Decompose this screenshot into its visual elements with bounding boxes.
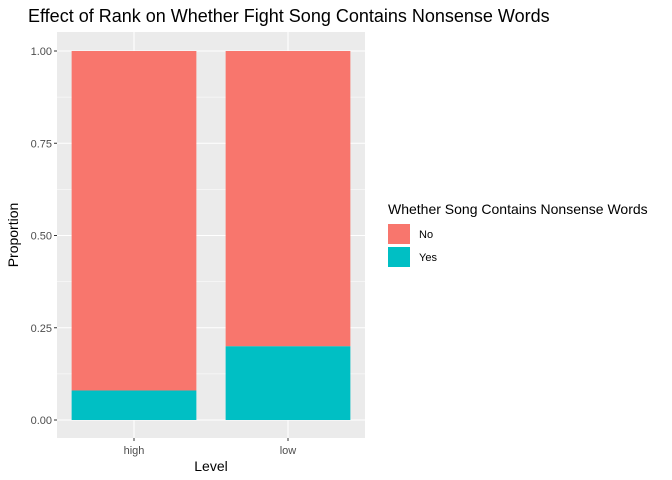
bar-low-yes bbox=[225, 346, 351, 420]
legend-label-yes: Yes bbox=[419, 252, 437, 264]
y-tick-label: 0.25 bbox=[31, 323, 52, 335]
x-tick-label: high bbox=[124, 445, 145, 457]
bar-high-no bbox=[71, 51, 197, 391]
y-tick-label: 0.75 bbox=[31, 138, 52, 150]
y-axis: 0.00 0.25 0.50 0.75 1.00 bbox=[31, 46, 57, 427]
y-tick-label: 0.00 bbox=[31, 415, 52, 427]
x-axis: high low bbox=[124, 438, 297, 457]
legend-title: Whether Song Contains Nonsense Words bbox=[388, 201, 648, 217]
bar-low-no bbox=[225, 51, 351, 347]
legend-key-yes bbox=[388, 247, 410, 267]
legend: Whether Song Contains Nonsense Words No Y… bbox=[388, 201, 648, 267]
bars bbox=[71, 51, 351, 420]
y-tick-label: 0.50 bbox=[31, 231, 52, 243]
legend-label-no: No bbox=[419, 229, 433, 241]
y-axis-title: Proportion bbox=[5, 203, 21, 268]
chart-title: Effect of Rank on Whether Fight Song Con… bbox=[28, 6, 550, 26]
x-tick-label: low bbox=[280, 445, 297, 457]
bar-high-yes bbox=[71, 390, 197, 420]
y-tick-label: 1.00 bbox=[31, 46, 52, 58]
x-axis-title: Level bbox=[194, 458, 227, 474]
legend-key-no bbox=[388, 224, 410, 244]
